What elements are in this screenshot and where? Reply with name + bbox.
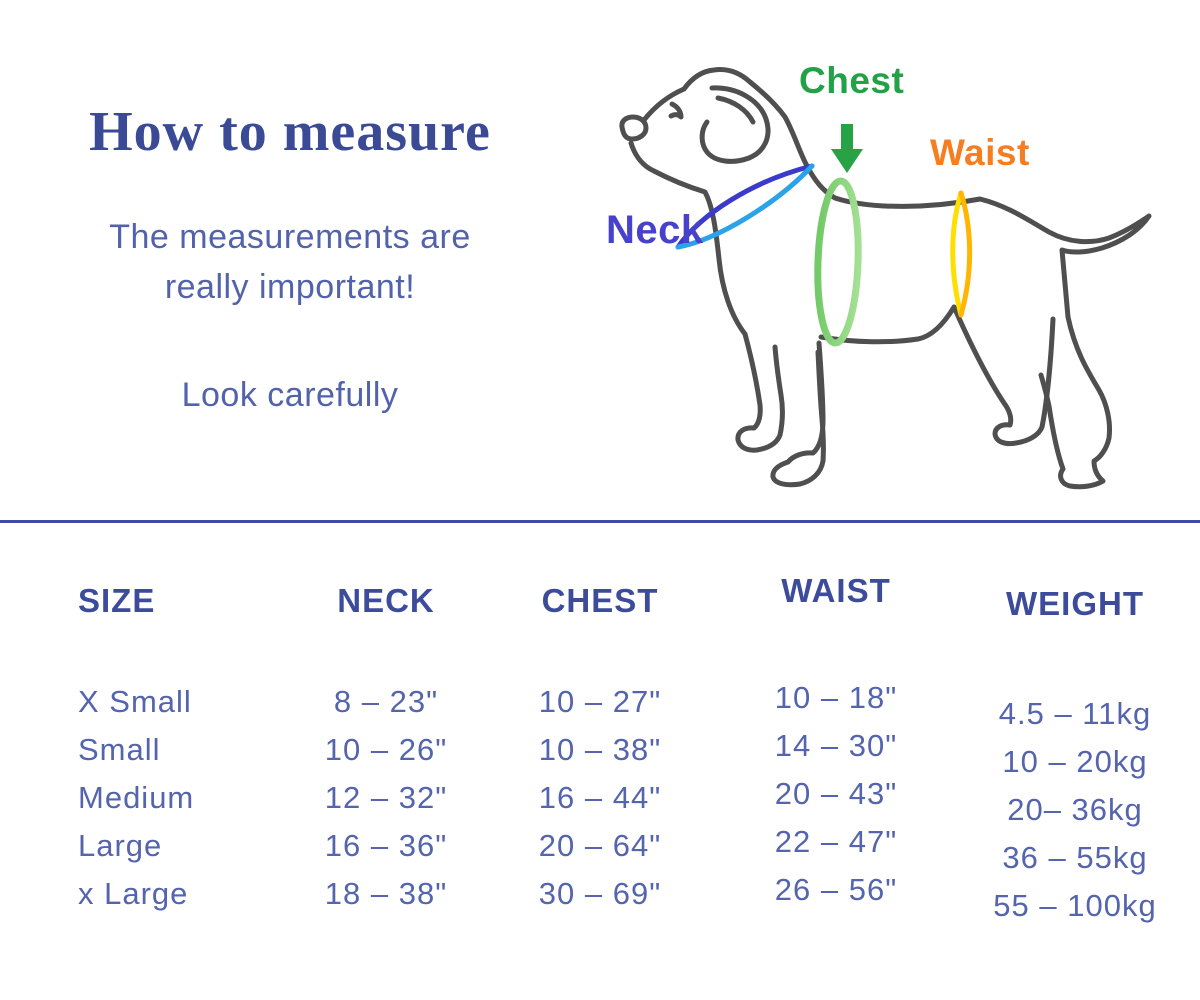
subtitle: The measurements are really important!	[30, 212, 550, 312]
table-cell: 12 – 32"	[324, 780, 448, 815]
down-arrow-icon	[831, 124, 863, 173]
column-header-weight: WEIGHT	[1006, 585, 1144, 622]
chest-measure-ring	[814, 177, 862, 347]
dog-rear-leg	[951, 304, 1056, 447]
table-cell: 22 – 47"	[774, 824, 898, 859]
neck-measure-line-light	[675, 163, 815, 250]
waist-measure-line-left	[950, 190, 964, 318]
table-cell: X Small	[78, 684, 192, 719]
table-cell: 20 – 64"	[538, 828, 662, 863]
table-cell: 18 – 38"	[324, 876, 448, 911]
column-header-chest: CHEST	[541, 582, 659, 619]
table-cell: 20 – 43"	[774, 776, 898, 811]
size-values: X Small Small Medium Large x Large	[78, 678, 318, 918]
dog-chest-front-leg	[628, 140, 785, 453]
dog-ear-inner-line	[715, 95, 756, 125]
weight-values: 4.5 – 11kg 10 – 20kg 20– 36kg 36 – 55kg …	[975, 690, 1175, 930]
weight-column: WEIGHT 4.5 – 11kg 10 – 20kg 20– 36kg 36 …	[975, 582, 1175, 930]
chest-values: 10 – 27" 10 – 38" 16 – 44" 20 – 64" 30 –…	[505, 678, 695, 918]
neck-measure-line-dark	[675, 163, 815, 250]
column-header-neck: NECK	[337, 582, 435, 619]
table-cell: 26 – 56"	[774, 872, 898, 907]
waist-values: 10 – 18" 14 – 30" 20 – 43" 22 – 47" 26 –…	[741, 674, 931, 914]
table-cell: 10 – 20kg	[1002, 744, 1148, 779]
dog-far-front-leg	[770, 340, 826, 488]
table-cell: Small	[78, 732, 161, 767]
table-cell: 16 – 36"	[324, 828, 448, 863]
page-title: How to measure	[89, 101, 491, 163]
chest-label: Chest	[799, 60, 905, 101]
column-header-size: SIZE	[78, 582, 156, 619]
dog-outline	[619, 67, 1152, 490]
table-cell: 8 – 23"	[333, 684, 439, 719]
table-cell: 20– 36kg	[1007, 792, 1143, 827]
neck-label: Neck	[606, 208, 704, 252]
dog-illustration	[619, 67, 1152, 490]
table-cell: Large	[78, 828, 163, 863]
table-cell: 10 – 38"	[538, 732, 662, 767]
table-cell: 55 – 100kg	[993, 888, 1157, 923]
note-text: Look carefully	[181, 376, 399, 414]
dog-body-outline	[641, 67, 1152, 490]
table-cell: 10 – 27"	[538, 684, 662, 719]
table-cell: 30 – 69"	[538, 876, 662, 911]
size-column: SIZE X Small Small Medium Large x Large	[78, 582, 318, 918]
dog-eye	[668, 101, 684, 120]
dog-belly	[818, 304, 957, 345]
table-cell: 10 – 26"	[324, 732, 448, 767]
dog-nose	[619, 114, 649, 142]
waist-measure-line-right	[958, 190, 973, 318]
waist-label: Waist	[930, 132, 1030, 173]
table-cell: 14 – 30"	[774, 728, 898, 763]
table-cell: 16 – 44"	[538, 780, 662, 815]
neck-column: NECK 8 – 23" 10 – 26" 12 – 32" 16 – 36" …	[296, 582, 476, 918]
waist-column: WAIST 10 – 18" 14 – 30" 20 – 43" 22 – 47…	[741, 572, 931, 914]
dog-ear	[699, 85, 771, 164]
neck-values: 8 – 23" 10 – 26" 12 – 32" 16 – 36" 18 – …	[296, 678, 476, 918]
chest-column: CHEST 10 – 27" 10 – 38" 16 – 44" 20 – 64…	[505, 582, 695, 918]
table-cell: Medium	[78, 780, 195, 815]
divider-line	[0, 520, 1200, 523]
table-cell: x Large	[78, 876, 189, 911]
subtitle-line-1: The measurements are	[109, 218, 471, 256]
subtitle-line-2: really important!	[164, 268, 416, 306]
table-cell: 36 – 55kg	[1002, 840, 1148, 875]
column-header-waist: WAIST	[781, 572, 891, 609]
table-cell: 4.5 – 11kg	[998, 696, 1152, 731]
table-cell: 10 – 18"	[774, 680, 898, 715]
